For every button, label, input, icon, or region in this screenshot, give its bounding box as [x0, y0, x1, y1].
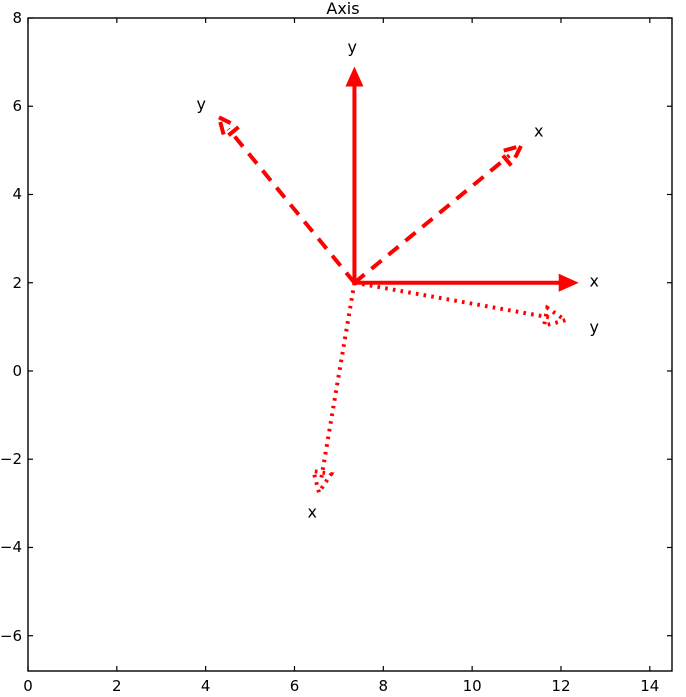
x-tick-label: 14	[640, 677, 660, 695]
x-tick-label: 4	[200, 677, 211, 695]
x-tick-label: 0	[23, 677, 33, 695]
dashed-y-axis-arrow-label: y	[196, 94, 206, 114]
x-tick-label: 12	[551, 677, 571, 695]
y-tick-label: 6	[12, 97, 22, 116]
dotted-y-axis-arrow-head	[541, 304, 571, 329]
dashed-y-axis-arrow-head	[215, 113, 243, 142]
x-tick-label: 8	[378, 677, 389, 695]
dashed-x-axis-arrow-shaft	[353, 153, 511, 285]
solid-x-axis-arrow-head	[558, 273, 579, 292]
y-tick-label: −4	[0, 538, 22, 557]
dotted-x-axis-arrow-head	[310, 468, 335, 498]
dotted-x-axis-arrow-shaft	[319, 282, 357, 478]
x-tick-label: 2	[112, 677, 122, 695]
plot-border	[27, 17, 673, 672]
page-title: Axis	[326, 0, 360, 18]
dotted-y-axis-arrow-shaft	[354, 280, 551, 320]
y-tick-label: −2	[0, 450, 22, 469]
dashed-x-axis-arrow-label: x	[534, 121, 544, 140]
axes-frame	[27, 17, 673, 672]
solid-x-axis-arrow-label: x	[589, 271, 599, 291]
y-tick-label: 0	[12, 361, 22, 380]
x-tick-label: 6	[289, 677, 300, 695]
y-tick-label: −6	[0, 626, 22, 645]
dashed-x-axis-arrow-head	[496, 142, 525, 170]
solid-y-axis-arrow-head	[345, 66, 364, 87]
axes-ticks	[27, 17, 672, 671]
vector-arrows	[215, 66, 579, 498]
y-tick-label: 2	[12, 273, 22, 292]
dotted-x-axis-arrow-label: x	[307, 502, 317, 522]
dotted-y-axis-arrow-label: y	[589, 317, 599, 337]
x-tick-label: 10	[462, 677, 482, 695]
y-tick-label: 4	[12, 185, 22, 204]
solid-y-axis-arrow-label: y	[347, 37, 357, 57]
y-tick-label: 8	[12, 9, 22, 27]
dashed-y-axis-arrow-shaft	[226, 127, 356, 284]
